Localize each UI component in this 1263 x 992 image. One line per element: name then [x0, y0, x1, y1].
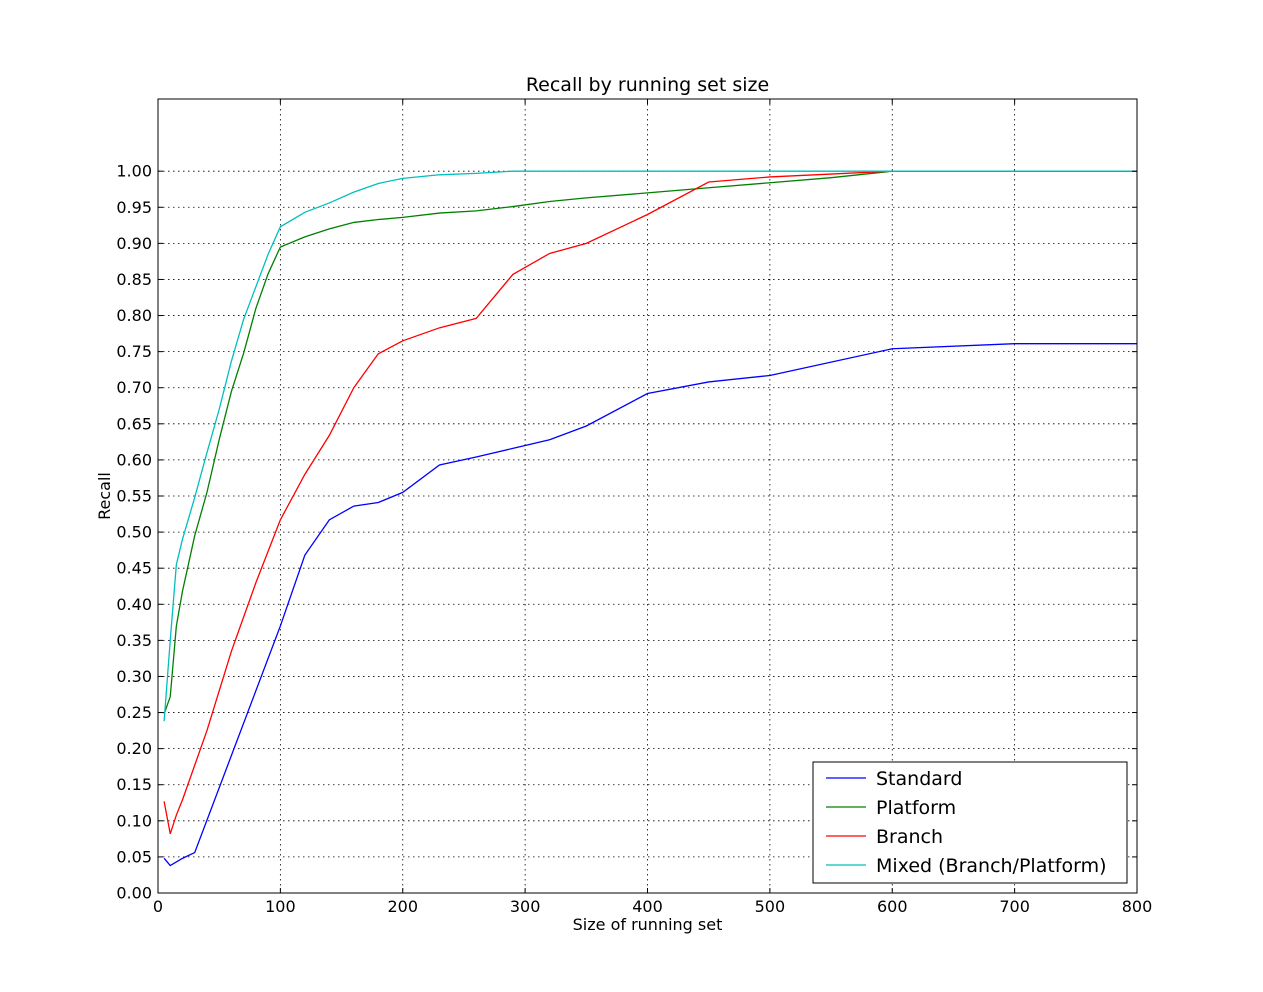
legend-label-1: Platform	[876, 797, 956, 819]
series-layer	[163, 170, 1137, 867]
y-tick-label: 0.35	[116, 631, 152, 650]
y-tick-label: 0.45	[116, 559, 152, 578]
y-tick-label: 1.00	[116, 162, 152, 181]
legend-label-0: Standard	[876, 768, 962, 790]
legend-box	[812, 761, 1128, 884]
y-tick-label: 0.05	[116, 847, 152, 866]
y-tick-label: 0.20	[116, 739, 152, 758]
y-tick-label: 0.55	[116, 487, 152, 506]
x-tick-label: 100	[265, 897, 296, 916]
x-tick-label: 600	[877, 897, 908, 916]
y-tick-label: 0.60	[116, 450, 152, 469]
legend-label-3: Mixed (Branch/Platform)	[876, 855, 1107, 877]
series-line-0	[163, 343, 1137, 867]
series-line-2	[163, 170, 1137, 835]
y-tick-label: 0.65	[116, 414, 152, 433]
y-tick-label: 0.85	[116, 270, 152, 289]
y-tick-label: 0.15	[116, 775, 152, 794]
x-tick-label: 700	[999, 897, 1030, 916]
series-line-3	[163, 170, 1137, 722]
tick-layer: 0 100 200 300 400 500 600 700 800 0.00 0.05 0.10 0.1…	[116, 99, 1152, 916]
legend: Standard Platform Branch Mixed (Branch/Plat…	[812, 761, 1128, 884]
y-tick-label: 0.25	[116, 703, 152, 722]
y-tick-label: 0.70	[116, 378, 152, 397]
x-tick-label: 200	[387, 897, 418, 916]
y-tick-label: 0.75	[116, 342, 152, 361]
x-tick-label: 0	[153, 897, 163, 916]
y-tick-label: 0.80	[116, 306, 152, 325]
y-tick-label: 0.30	[116, 667, 152, 686]
y-tick-label: 0.90	[116, 234, 152, 253]
series-line-1	[163, 170, 1137, 715]
y-tick-label: 0.10	[116, 811, 152, 830]
y-tick-label: 0.50	[116, 523, 152, 542]
x-tick-label: 800	[1122, 897, 1153, 916]
y-axis-title: Recall	[95, 472, 114, 520]
chart-title: Recall by running set size	[526, 74, 769, 96]
legend-label-2: Branch	[876, 826, 943, 848]
x-tick-label: 400	[632, 897, 663, 916]
x-tick-label: 300	[510, 897, 541, 916]
x-axis-title: Size of running set	[573, 915, 723, 934]
y-tick-label: 0.00	[116, 884, 152, 903]
y-tick-label: 0.40	[116, 595, 152, 614]
y-tick-label: 0.95	[116, 198, 152, 217]
x-tick-label: 500	[755, 897, 786, 916]
